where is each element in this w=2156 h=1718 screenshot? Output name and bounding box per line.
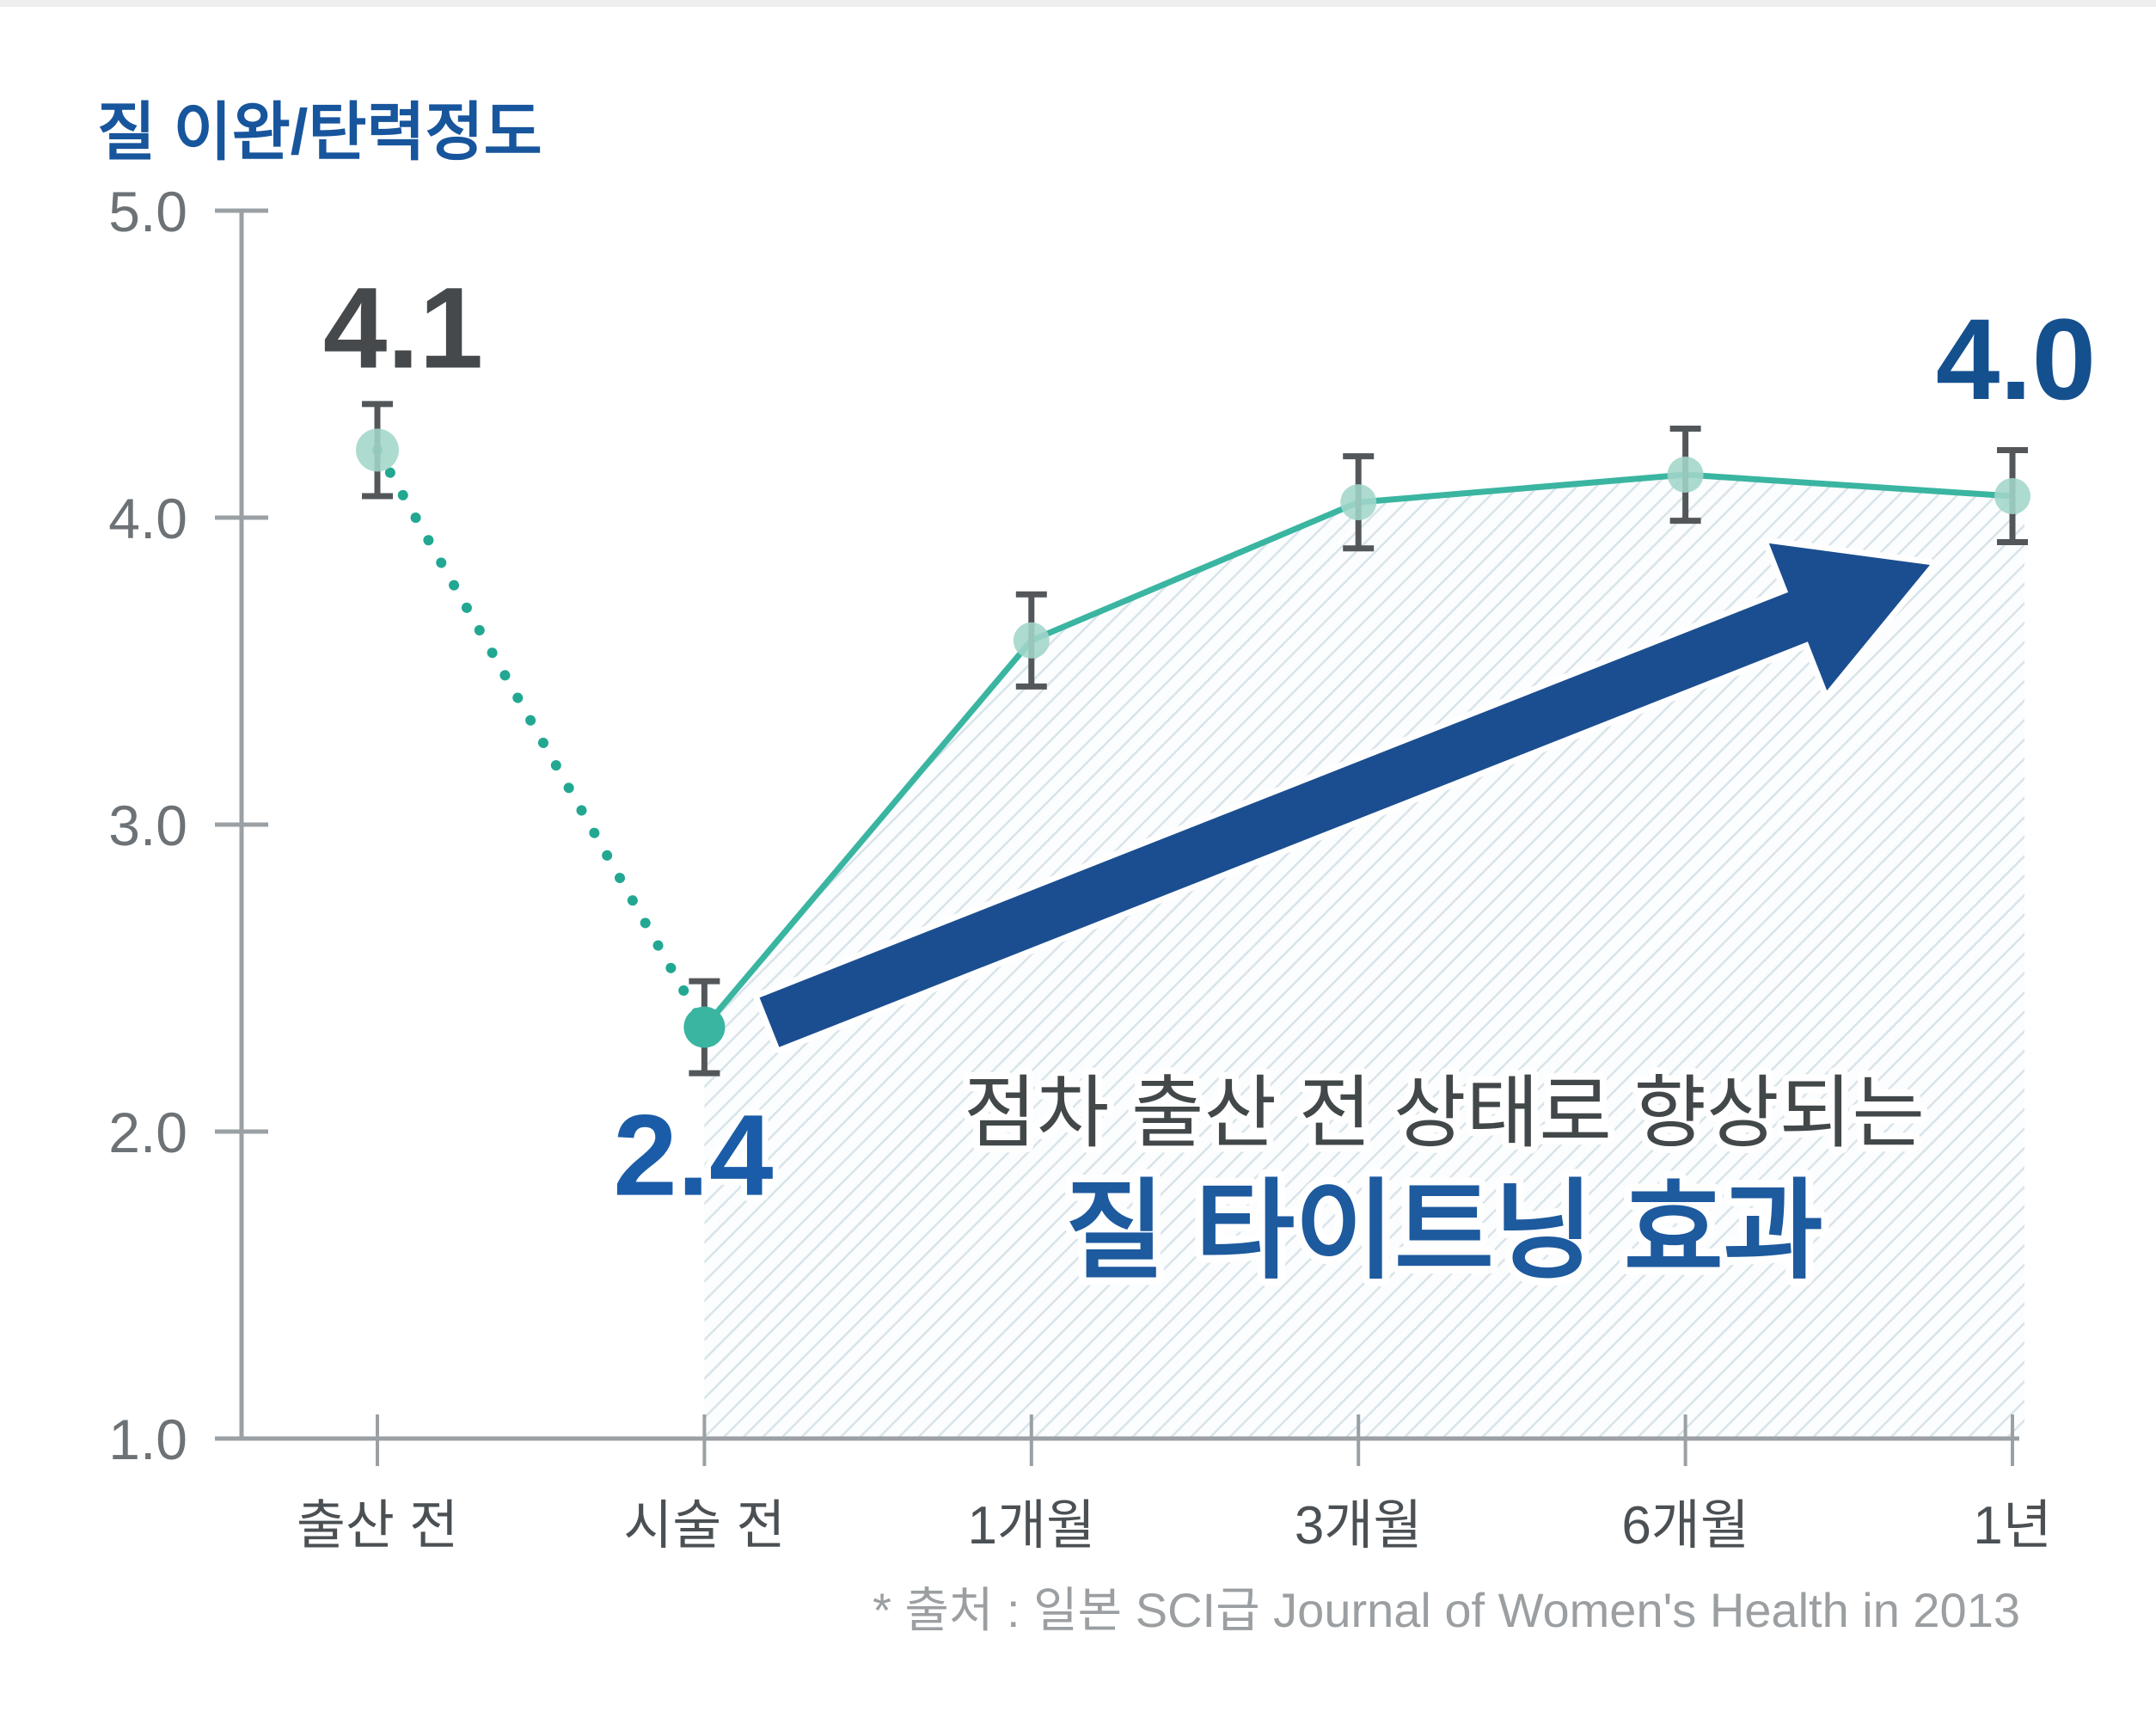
dotted-trend-segment	[372, 445, 710, 1033]
x-tick-label: 1개월	[968, 1496, 1096, 1555]
data-point	[1013, 622, 1050, 659]
data-point	[1340, 484, 1377, 521]
top-border	[0, 0, 2156, 7]
data-point	[356, 428, 399, 472]
source-note: * 출처 : 일본 SCI급 Journal of Women's Health…	[873, 1583, 2020, 1637]
point-value-label: 2.4	[613, 1092, 773, 1220]
x-tick-label: 6개월	[1621, 1496, 1749, 1555]
x-tick-label: 시술 전	[623, 1496, 785, 1555]
point-value-label: 4.0	[1936, 296, 2096, 424]
x-tick-label: 출산 전	[297, 1496, 458, 1555]
annotation-line2: 질 타이트닝 효과	[1065, 1170, 1822, 1292]
plot-area: 5.0 4.0 3.0 2.0 1.0 출산 전 시술 전 1개월 3개월 6개월 1년 4.1 2.4…	[108, 180, 2102, 1555]
data-point	[1994, 478, 2030, 515]
y-tick-label: 3.0	[108, 794, 187, 857]
hatched-improvement-area	[704, 475, 2024, 1437]
annotation-line1: 점차 출산 전 상태로 향상되는	[964, 1070, 1925, 1157]
y-tick-label: 2.0	[108, 1101, 187, 1164]
x-tick-label: 1년	[1973, 1496, 2052, 1555]
x-tick-label: 3개월	[1295, 1496, 1423, 1555]
improvement-arrow	[753, 537, 1936, 1053]
y-tick-label: 5.0	[108, 180, 187, 243]
data-point	[1667, 457, 1704, 494]
chart-title: 질 이완/탄력정도	[97, 96, 542, 168]
data-point	[683, 1006, 726, 1048]
point-value-label: 4.1	[323, 264, 483, 392]
y-tick-label: 1.0	[108, 1408, 187, 1471]
y-tick-label: 4.0	[108, 487, 187, 550]
